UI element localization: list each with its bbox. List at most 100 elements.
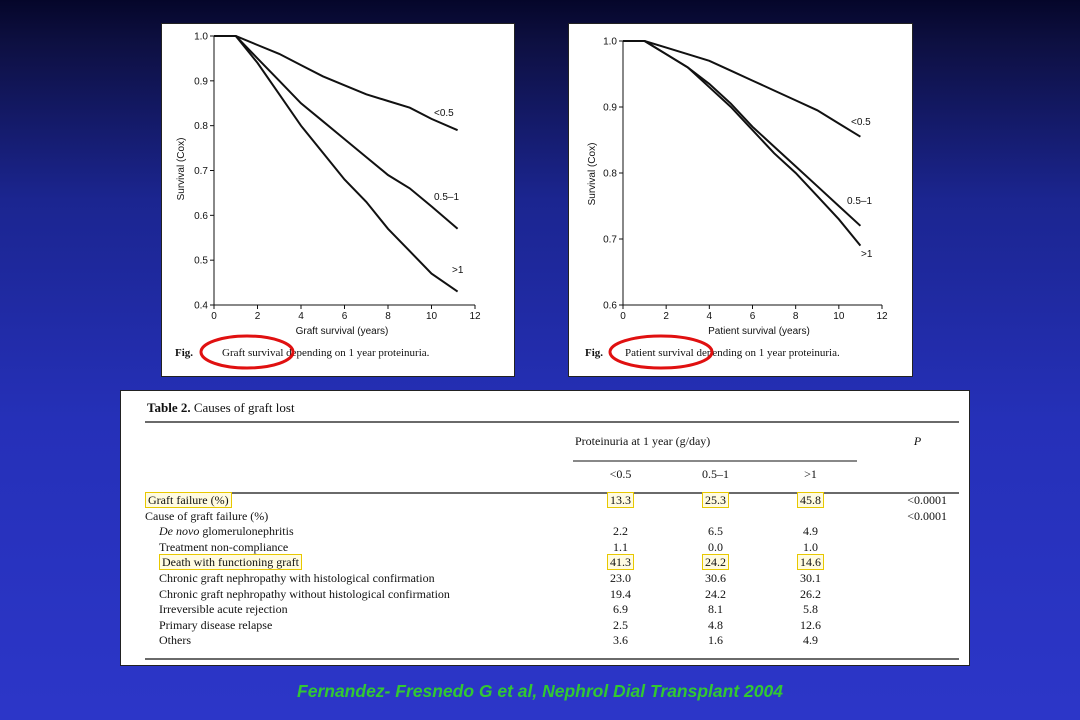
cell-value: 4.9 xyxy=(803,633,818,648)
value-cell: 45.8 xyxy=(763,492,858,509)
header-empty xyxy=(858,457,957,493)
row-label: Primary disease relapse xyxy=(159,618,272,632)
row-label-cell: Graft failure (%) xyxy=(145,492,573,509)
row-label-text: Graft failure (%) xyxy=(148,493,229,507)
cell-value: 1.1 xyxy=(613,539,628,554)
value-cell xyxy=(763,509,858,525)
y-tick-label: 0.6 xyxy=(194,211,208,222)
p-value xyxy=(858,524,957,540)
series-line xyxy=(623,40,861,138)
p-value xyxy=(858,571,957,587)
p-value xyxy=(858,602,957,618)
series-label: <0.5 xyxy=(851,117,871,128)
cell-value: 2.2 xyxy=(613,524,628,539)
x-tick-label: 12 xyxy=(469,311,481,322)
y-tick-label: 0.5 xyxy=(194,256,208,267)
row-label: Death with functioning graft xyxy=(159,554,302,571)
value-cell: 8.1 xyxy=(668,602,763,618)
value-cell: 6.5 xyxy=(668,524,763,540)
row-label-cell: Others xyxy=(145,633,573,649)
y-axis-label: Survival (Cox) xyxy=(176,138,187,201)
table-row: Others 3.6 1.6 4.9 xyxy=(145,633,957,649)
series-label: 0.5–1 xyxy=(847,196,872,207)
table-row: De novo glomerulonephritis 2.2 6.5 4.9 xyxy=(145,524,957,540)
row-label: Cause of graft failure (%) xyxy=(145,509,268,523)
y-tick-label: 0.7 xyxy=(603,235,617,246)
caption-highlight-ring xyxy=(608,334,714,370)
row-label-cell: Chronic graft nephropathy without histol… xyxy=(145,587,573,603)
header-empty xyxy=(145,427,573,457)
p-value xyxy=(858,633,957,649)
row-label: Chronic graft nephropathy with histologi… xyxy=(159,571,435,585)
table-body: Graft failure (%) 13.3 25.3 45.8 <0.0001 Caus… xyxy=(145,492,957,649)
cell-value: 6.9 xyxy=(613,602,628,617)
row-label: De novo glomerulonephritis xyxy=(159,524,294,538)
patient-survival-figure: Survival (Cox) Patient survival (years) … xyxy=(568,23,913,377)
x-tick-label: 12 xyxy=(876,311,888,322)
row-label-text: Cause of graft failure (%) xyxy=(145,508,269,523)
row-label-text: Others xyxy=(159,633,191,648)
value-cell: 0.0 xyxy=(668,540,763,556)
x-tick-label: 4 xyxy=(298,311,304,322)
y-tick-label: 0.7 xyxy=(194,166,208,177)
y-tick-label: 0.6 xyxy=(603,301,617,312)
value-cell: 26.2 xyxy=(763,587,858,603)
value-cell: 30.6 xyxy=(668,571,763,587)
y-tick-label: 0.9 xyxy=(603,103,617,114)
value-cell: 14.6 xyxy=(763,554,858,571)
cell-value: 25.3 xyxy=(702,492,729,508)
row-label-text: Chronic graft nephropathy with histologi… xyxy=(159,570,435,585)
p-value xyxy=(858,587,957,603)
value-cell: 1.6 xyxy=(668,633,763,649)
series-line xyxy=(214,35,459,230)
cell-value: 2.5 xyxy=(613,617,628,632)
table-row: Treatment non-compliance 1.1 0.0 1.0 xyxy=(145,540,957,556)
cell-value: 14.6 xyxy=(797,554,824,571)
group-header: Proteinuria at 1 year (g/day) xyxy=(575,434,711,449)
series-line xyxy=(623,40,862,247)
series-label: <0.5 xyxy=(434,108,454,119)
x-tick-label: 0 xyxy=(620,311,626,322)
table-row: Chronic graft nephropathy with histologi… xyxy=(145,571,957,587)
row-label-cell: Cause of graft failure (%) xyxy=(145,509,573,525)
figure-caption: Patient survival depending on 1 year pro… xyxy=(625,347,840,359)
cell-value: 3.6 xyxy=(613,633,628,648)
column-header: <0.5 xyxy=(609,467,632,482)
value-cell: 12.6 xyxy=(763,618,858,634)
graft-loss-table-panel: Table 2. Causes of graft lost Proteinuri… xyxy=(120,390,970,666)
column-header: 0.5–1 xyxy=(702,467,729,482)
x-tick-label: 2 xyxy=(255,311,261,322)
value-cell: 19.4 xyxy=(573,587,668,603)
p-header: P xyxy=(913,434,922,449)
x-tick-label: 2 xyxy=(663,311,669,322)
figure-caption-prefix: Fig. xyxy=(175,347,193,359)
row-label: Treatment non-compliance xyxy=(159,540,288,554)
table-title-prefix: Table 2. xyxy=(147,400,191,415)
series-label: >1 xyxy=(452,265,464,276)
cell-value: 5.8 xyxy=(803,602,818,617)
graft-survival-chart: Survival (Cox) Graft survival (years) Fi… xyxy=(175,32,481,370)
cell-value: 26.2 xyxy=(800,586,821,601)
p-value xyxy=(858,555,957,571)
value-cell: 24.2 xyxy=(668,554,763,571)
table-row: Death with functioning graft 41.3 24.2 14.6 xyxy=(145,554,957,571)
figure-caption-prefix: Fig. xyxy=(585,347,603,359)
x-axis-label: Patient survival (years) xyxy=(708,326,810,337)
cell-value: 23.0 xyxy=(610,570,631,585)
series-line xyxy=(214,35,458,132)
row-label: Chronic graft nephropathy without histol… xyxy=(159,587,450,601)
cell-value: 8.1 xyxy=(708,602,723,617)
value-cell: 2.2 xyxy=(573,524,668,540)
p-value xyxy=(858,540,957,556)
series-line xyxy=(214,35,459,293)
cell-value: 6.5 xyxy=(708,524,723,539)
row-label-text: Chronic graft nephropathy without histol… xyxy=(159,586,450,601)
row-label-cell: Primary disease relapse xyxy=(145,618,573,634)
header-empty xyxy=(145,457,573,493)
value-cell: 24.2 xyxy=(668,587,763,603)
table-row: Graft failure (%) 13.3 25.3 45.8 <0.0001 xyxy=(145,492,957,509)
table-row: Irreversible acute rejection 6.9 8.1 5.8 xyxy=(145,602,957,618)
row-label-cell: Death with functioning graft xyxy=(145,554,573,571)
y-tick-label: 0.4 xyxy=(194,301,208,312)
cell-value: 19.4 xyxy=(610,586,631,601)
